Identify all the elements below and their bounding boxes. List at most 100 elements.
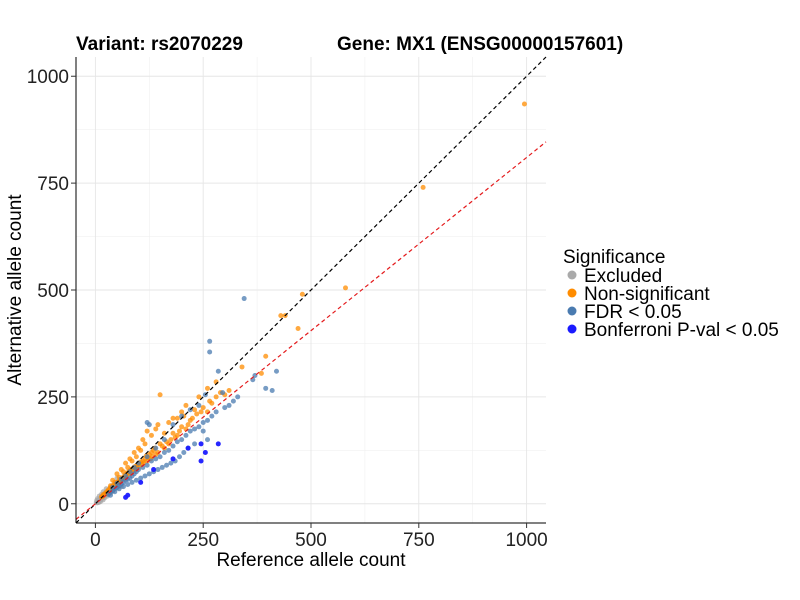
data-point [144,428,150,434]
data-point [269,387,275,393]
data-point [213,394,219,400]
data-point [258,370,264,376]
data-point [196,402,202,408]
data-point [170,456,176,462]
data-point [176,454,182,460]
legend: Significance ExcludedNon-significantFDR … [563,247,779,341]
data-point [179,409,185,415]
plot-panel: 0 250 500 750 1000 0 250 500 750 1000 [27,56,548,551]
data-point [207,338,213,344]
data-point [170,430,176,436]
data-point [202,449,208,455]
y-tick-label: 0 [58,495,69,516]
data-point [174,439,180,445]
data-point [140,437,146,443]
data-point [230,398,236,404]
data-point [239,364,245,370]
data-point [151,467,157,473]
data-point [174,415,180,421]
legend-swatch-nonsig [567,288,577,298]
data-point [153,426,159,432]
data-point [166,447,172,453]
data-point [213,409,219,415]
data-point [129,458,135,464]
data-point [164,462,170,468]
data-point [161,437,167,443]
data-point [200,420,206,426]
data-point [123,473,129,479]
data-point [120,469,126,475]
data-point [207,349,213,355]
legend-label-fdr: FDR < 0.05 [584,302,682,323]
data-point [241,296,247,302]
data-point [168,460,174,466]
data-point [196,394,202,400]
legend-label-nonsig: Non-significant [584,284,710,305]
title-gene: Gene: MX1 (ENSG00000157601) [337,34,623,55]
x-tick-label: 250 [187,530,219,551]
data-point [215,441,221,447]
data-point [123,460,129,466]
legend-entry-nonsig: Non-significant [567,284,710,305]
x-tick-label: 1000 [505,530,547,551]
data-point [185,445,191,451]
data-point [274,368,279,374]
axis-ticks: 0 250 500 750 1000 0 250 500 750 1000 [27,67,548,551]
data-point [187,428,193,434]
data-point [192,426,198,432]
data-point [343,285,348,291]
data-point [148,458,154,464]
reference-line-expected-ratio [75,141,547,520]
data-point [226,402,232,408]
data-point [138,475,144,481]
data-point [179,424,185,430]
data-point [263,385,269,391]
legend-swatch-excluded [567,270,577,280]
data-point [205,385,211,391]
reference-line-identity [75,56,547,524]
data-point [168,437,174,443]
data-point [133,477,139,483]
data-point [215,368,221,374]
data-point [120,484,126,490]
data-point [263,353,269,359]
data-point [108,492,113,498]
data-point [166,420,172,426]
data-point [159,464,165,470]
y-tick-label: 750 [37,174,69,195]
data-point [196,424,202,430]
data-point [112,489,118,495]
x-tick-label: 750 [403,530,435,551]
data-point [127,469,133,475]
data-point [157,441,163,447]
data-point [116,486,122,492]
data-point [521,101,527,107]
y-tick-label: 1000 [27,67,69,88]
data-point [138,479,144,485]
data-point [110,485,116,491]
data-point [129,479,135,485]
data-point [161,449,167,455]
y-tick-label: 250 [37,388,69,409]
data-point [146,422,152,428]
data-point [179,437,185,443]
data-point [187,417,193,423]
data-point [155,422,161,428]
data-point [183,402,189,408]
data-point [200,405,206,411]
data-point [198,409,204,415]
data-point [157,392,163,398]
data-point [209,413,215,419]
data-point [220,390,226,396]
data-points [93,101,527,506]
legend-entry-bonf: Bonferroni P-val < 0.05 [567,320,779,341]
legend-entry-excluded: Excluded [567,266,662,287]
data-point [198,441,204,447]
data-point [157,454,163,460]
data-point [131,449,137,455]
legend-title: Significance [563,247,665,268]
data-point [226,387,232,393]
data-point [153,456,159,462]
